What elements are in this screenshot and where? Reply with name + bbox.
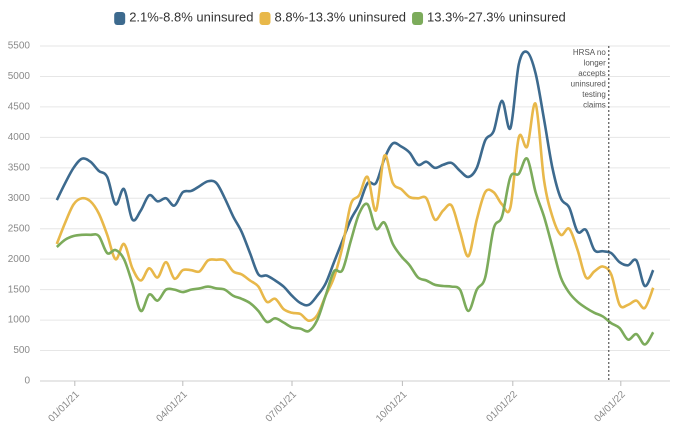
legend-label: 2.1%-8.8% uninsured bbox=[129, 9, 253, 24]
y-tick-label: 4000 bbox=[8, 132, 31, 143]
y-tick-label: 3000 bbox=[8, 193, 31, 204]
series-line bbox=[55, 102, 655, 323]
x-tick-label: 07/01/21 bbox=[264, 389, 300, 425]
legend-swatch bbox=[259, 12, 271, 25]
annotation-text: uninsured bbox=[571, 80, 606, 89]
x-tick-label: 04/01/21 bbox=[154, 389, 190, 425]
y-tick-label: 0 bbox=[24, 376, 30, 387]
annotation-text: testing bbox=[582, 90, 606, 99]
series-line bbox=[55, 50, 655, 307]
annotation-text: claims bbox=[583, 101, 606, 110]
y-tick-label: 4500 bbox=[8, 102, 31, 113]
x-tick-label: 01/01/21 bbox=[46, 389, 82, 425]
y-tick-label: 5500 bbox=[8, 41, 31, 52]
annotation-text: HRSA no bbox=[573, 48, 606, 57]
x-tick-label: 10/01/21 bbox=[374, 389, 410, 425]
legend-swatch bbox=[412, 12, 424, 25]
legend-label: 13.3%-27.3% uninsured bbox=[427, 9, 566, 24]
y-tick-label: 3500 bbox=[8, 162, 31, 173]
series-line bbox=[55, 157, 655, 346]
legend-swatch bbox=[114, 12, 126, 25]
y-tick-label: 500 bbox=[13, 345, 30, 356]
y-tick-label: 2000 bbox=[8, 254, 31, 265]
annotation-text: accepts bbox=[578, 69, 606, 78]
y-tick-label: 2500 bbox=[8, 223, 31, 234]
legend-label: 8.8%-13.3% uninsured bbox=[275, 9, 407, 24]
y-tick-label: 5000 bbox=[8, 71, 31, 82]
x-tick-label: 04/01/22 bbox=[592, 389, 628, 425]
x-tick-label: 01/01/22 bbox=[484, 389, 520, 425]
y-tick-label: 1500 bbox=[8, 284, 31, 295]
y-tick-label: 1000 bbox=[8, 315, 31, 326]
annotation-text: longer bbox=[584, 59, 607, 68]
